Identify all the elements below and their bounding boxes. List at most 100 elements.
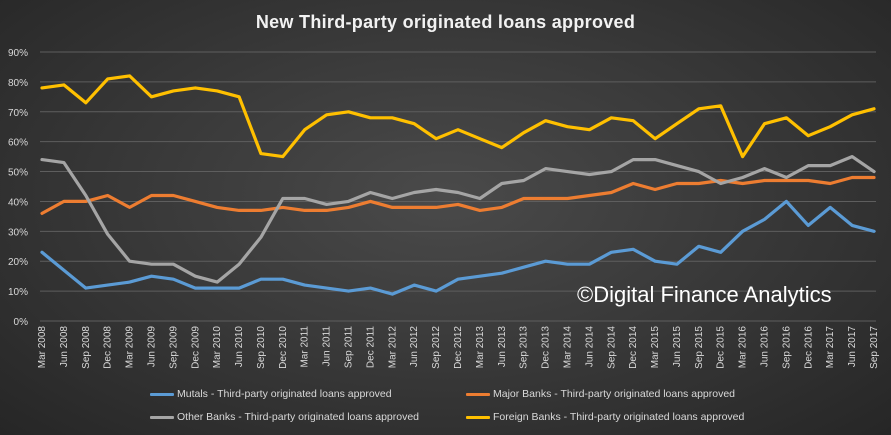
data-point xyxy=(150,95,153,99)
data-point xyxy=(610,191,613,194)
data-point xyxy=(697,107,701,110)
data-point xyxy=(697,182,701,185)
data-point xyxy=(84,194,87,197)
y-tick-label: 60% xyxy=(8,138,28,149)
data-point xyxy=(325,209,328,212)
x-tick-label: Dec 2013 xyxy=(541,326,552,369)
data-point xyxy=(281,277,285,281)
data-point xyxy=(215,89,219,93)
data-point xyxy=(237,95,241,99)
y-tick-label: 0% xyxy=(14,317,29,328)
data-point xyxy=(610,170,613,173)
data-point xyxy=(434,289,438,293)
data-point xyxy=(500,271,503,275)
data-point xyxy=(675,122,679,125)
data-point xyxy=(347,200,350,203)
data-point xyxy=(763,218,766,221)
data-point xyxy=(106,233,109,236)
data-point xyxy=(62,200,66,203)
x-tick-label: Dec 2008 xyxy=(103,326,114,369)
data-point xyxy=(456,277,460,281)
data-point xyxy=(544,167,547,170)
data-point xyxy=(369,191,372,194)
data-point xyxy=(303,209,306,212)
data-point xyxy=(763,122,766,125)
data-point xyxy=(829,125,832,128)
data-point xyxy=(785,179,788,182)
data-point xyxy=(259,277,263,281)
data-point xyxy=(456,191,460,194)
x-tick-label: Dec 2015 xyxy=(716,326,727,369)
x-tick-label: Dec 2010 xyxy=(278,326,289,369)
data-point xyxy=(40,212,44,215)
x-axis-ticks: Mar 2008 Jun 2008 Sep 2008 Dec 2008 Mar 2009… xyxy=(37,326,880,369)
x-tick-label: Sep 2013 xyxy=(519,326,530,369)
data-point xyxy=(566,197,569,200)
data-point xyxy=(631,158,635,161)
y-axis-ticks: 0% 10% 20% 30% 40% 50% 60% 70% 80% 90% xyxy=(8,48,28,328)
data-point xyxy=(610,116,613,119)
series-lines xyxy=(40,74,876,296)
data-point xyxy=(829,182,832,185)
data-point xyxy=(434,206,438,209)
x-tick-label: Mar 2012 xyxy=(387,326,398,369)
data-point xyxy=(456,128,460,131)
data-point xyxy=(566,125,569,128)
data-point xyxy=(369,116,372,119)
x-tick-label: Dec 2009 xyxy=(190,326,201,369)
data-point xyxy=(850,113,854,116)
x-tick-label: Sep 2009 xyxy=(168,326,179,369)
x-tick-label: Mar 2016 xyxy=(738,326,749,369)
data-point xyxy=(478,197,482,200)
data-point xyxy=(325,113,328,116)
data-point xyxy=(391,292,394,296)
x-tick-label: Jun 2012 xyxy=(409,326,420,368)
series-line-3 xyxy=(40,74,876,159)
data-point xyxy=(281,197,285,200)
data-point xyxy=(631,119,635,122)
data-point xyxy=(588,194,591,197)
data-point xyxy=(610,251,613,254)
x-tick-label: Dec 2011 xyxy=(365,326,376,369)
x-tick-label: Mar 2010 xyxy=(212,326,223,369)
data-point xyxy=(566,170,569,173)
data-point xyxy=(369,200,372,203)
data-point xyxy=(194,200,197,203)
data-point xyxy=(785,116,788,119)
data-point xyxy=(40,86,44,90)
data-point xyxy=(741,155,744,158)
y-tick-label: 20% xyxy=(8,257,28,268)
data-point xyxy=(281,155,285,158)
data-point xyxy=(413,122,416,125)
x-tick-label: Jun 2010 xyxy=(234,326,245,368)
data-point xyxy=(347,110,350,113)
data-point xyxy=(106,283,109,287)
data-point xyxy=(872,230,876,233)
data-point xyxy=(872,107,876,110)
x-tick-label: Sep 2016 xyxy=(781,326,792,369)
data-point xyxy=(150,194,153,197)
x-tick-label: Jun 2011 xyxy=(322,326,333,367)
data-point xyxy=(128,206,131,209)
data-point xyxy=(522,266,525,269)
data-point xyxy=(588,128,591,131)
data-point xyxy=(434,188,438,191)
data-point xyxy=(391,206,394,209)
data-point xyxy=(741,230,744,233)
x-tick-label: Dec 2016 xyxy=(803,326,814,369)
data-point xyxy=(325,286,328,290)
data-point xyxy=(675,263,679,266)
y-tick-label: 40% xyxy=(8,197,28,208)
data-point xyxy=(303,283,306,287)
data-point xyxy=(62,83,66,87)
data-point xyxy=(675,182,679,185)
data-point xyxy=(194,86,197,90)
data-point xyxy=(215,286,219,290)
data-point xyxy=(566,263,569,266)
x-tick-label: Jun 2016 xyxy=(760,326,771,368)
x-tick-label: Sep 2012 xyxy=(431,326,442,369)
x-tick-label: Sep 2015 xyxy=(694,326,705,369)
data-point xyxy=(194,286,197,290)
x-tick-label: Sep 2011 xyxy=(344,326,355,369)
